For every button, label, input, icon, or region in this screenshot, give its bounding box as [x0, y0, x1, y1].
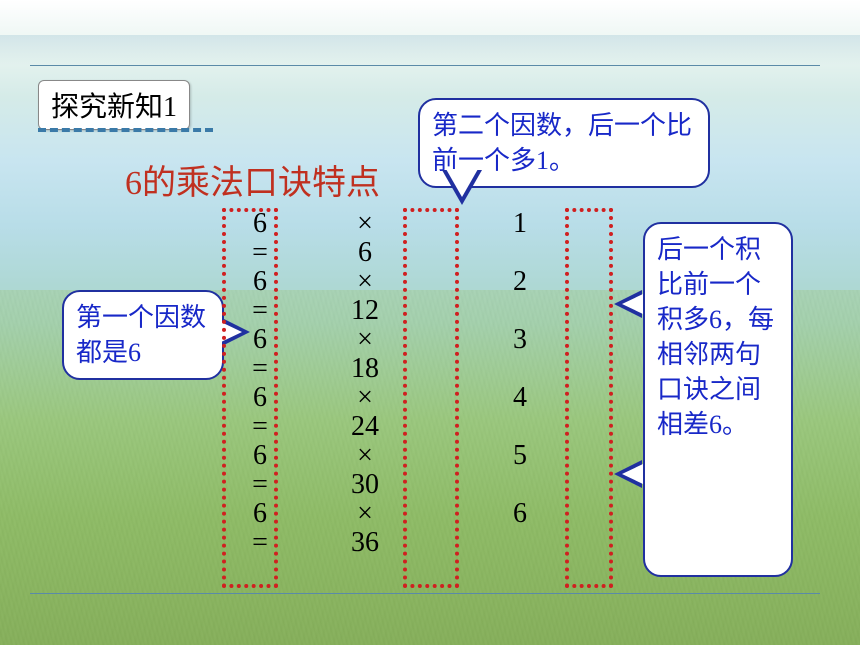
eq-4: =: [235, 471, 285, 500]
eq-3: =: [235, 413, 285, 442]
op-2: ×: [345, 326, 385, 355]
bubble-result-tail1: [614, 290, 642, 318]
col-factor2: 1 2 3 4 5 6: [495, 210, 545, 558]
page-title: 6的乘法口诀特点: [125, 155, 380, 204]
f2-2: 3: [495, 326, 545, 355]
op-1: ×: [345, 268, 385, 297]
f2-4: 5: [495, 442, 545, 471]
eq-2: =: [235, 355, 285, 384]
sp-0: [495, 239, 545, 268]
col-factor1-eq: 6 = 6 = 6 = 6 = 6 = 6 =: [235, 210, 285, 558]
equations-area: 6 = 6 = 6 = 6 = 6 = 6 = × 6 × 12 × 18 × …: [215, 210, 610, 610]
r-2: 18: [345, 355, 385, 384]
section-tab: 探究新知1: [38, 80, 190, 130]
op-4: ×: [345, 442, 385, 471]
f2-5: 6: [495, 500, 545, 529]
f1-2: 6: [235, 326, 285, 355]
eq-0: =: [235, 239, 285, 268]
r-0: 6: [345, 239, 385, 268]
sp-4: [495, 471, 545, 500]
tab-dash-underline: [38, 128, 213, 132]
bubble-factor2-tail: [442, 170, 482, 205]
col-op-result: × 6 × 12 × 18 × 24 × 30 × 36: [345, 210, 385, 558]
bubble-factor1: 第一个因数都是6: [62, 290, 224, 380]
sp-3: [495, 413, 545, 442]
f2-3: 4: [495, 384, 545, 413]
r-4: 30: [345, 471, 385, 500]
r-1: 12: [345, 297, 385, 326]
f1-5: 6: [235, 500, 285, 529]
f1-0: 6: [235, 210, 285, 239]
op-3: ×: [345, 384, 385, 413]
sp-2: [495, 355, 545, 384]
f1-4: 6: [235, 442, 285, 471]
sp-5: [495, 529, 545, 558]
eq-5: =: [235, 529, 285, 558]
op-0: ×: [345, 210, 385, 239]
eq-1: =: [235, 297, 285, 326]
op-5: ×: [345, 500, 385, 529]
r-5: 36: [345, 529, 385, 558]
top-rule: [30, 65, 820, 66]
bubble-result-tail2: [614, 460, 642, 488]
f2-1: 2: [495, 268, 545, 297]
f1-3: 6: [235, 384, 285, 413]
r-3: 24: [345, 413, 385, 442]
top-gradient: [0, 35, 860, 65]
sp-1: [495, 297, 545, 326]
f2-0: 1: [495, 210, 545, 239]
f1-1: 6: [235, 268, 285, 297]
bubble-result: 后一个积比前一个积多6，每相邻两句口诀之间相差6。: [643, 222, 793, 577]
